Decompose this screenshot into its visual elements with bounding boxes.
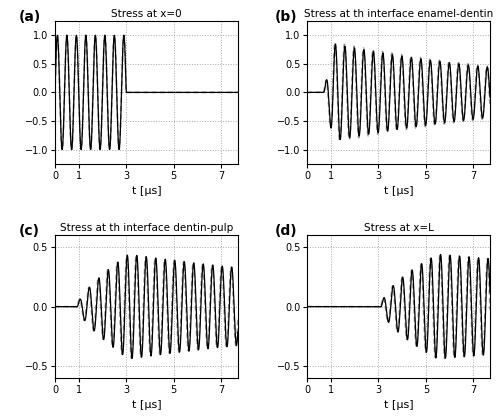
Title: Stress at th interface enamel-dentin: Stress at th interface enamel-dentin xyxy=(304,9,493,19)
Text: (a): (a) xyxy=(18,10,40,24)
Title: Stress at x=0: Stress at x=0 xyxy=(111,9,182,19)
X-axis label: t [μs]: t [μs] xyxy=(384,401,414,410)
X-axis label: t [μs]: t [μs] xyxy=(132,401,161,410)
X-axis label: t [μs]: t [μs] xyxy=(132,186,161,196)
Text: (d): (d) xyxy=(274,224,297,238)
X-axis label: t [μs]: t [μs] xyxy=(384,186,414,196)
Title: Stress at x=L: Stress at x=L xyxy=(364,223,434,233)
Title: Stress at th interface dentin-pulp: Stress at th interface dentin-pulp xyxy=(60,223,233,233)
Text: (b): (b) xyxy=(274,10,297,24)
Text: (c): (c) xyxy=(18,224,40,238)
